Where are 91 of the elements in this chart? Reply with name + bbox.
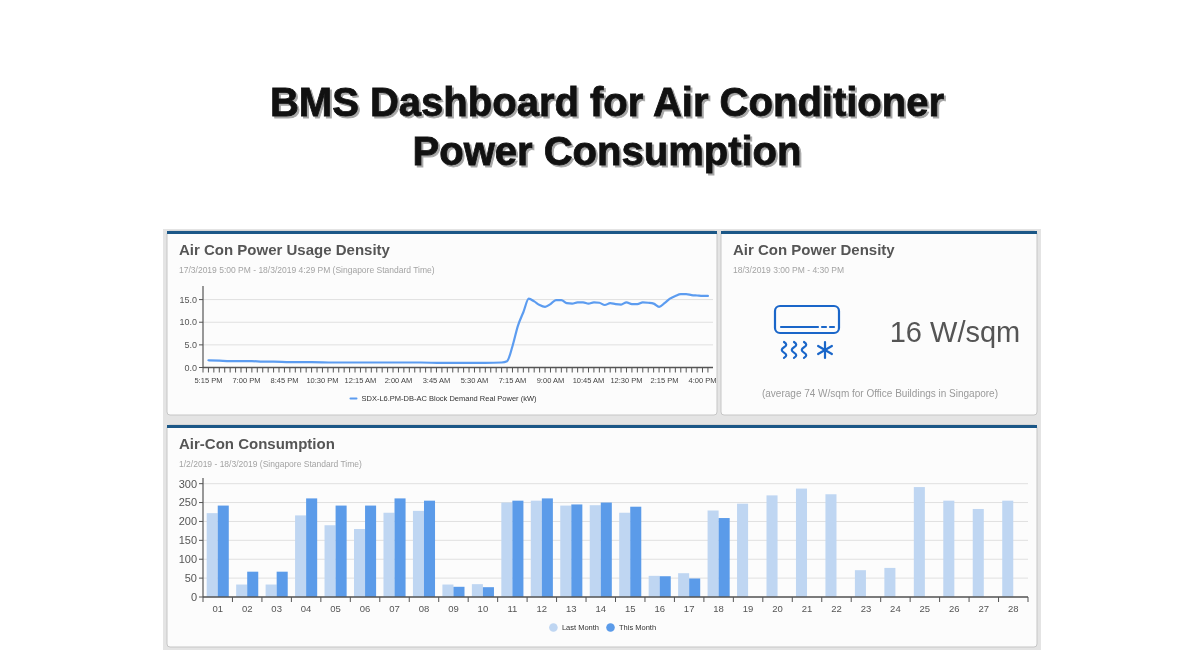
y-tick-label: 5.0 bbox=[184, 340, 197, 351]
bar bbox=[825, 494, 837, 597]
y-tick-label: 0 bbox=[190, 590, 197, 603]
x-tick-label: 28 bbox=[1007, 603, 1019, 614]
bar bbox=[943, 500, 955, 597]
y-tick-label: 50 bbox=[184, 571, 197, 584]
x-tick-label: 02 bbox=[241, 603, 253, 614]
text: (average 74 W/sqm for Office Buildings in Singapore) bbox=[761, 388, 999, 399]
bar bbox=[648, 575, 660, 597]
bar bbox=[482, 587, 494, 597]
x-tick-label: 13 bbox=[566, 603, 577, 614]
bar bbox=[589, 505, 601, 597]
y-tick-label: 250 bbox=[178, 496, 197, 509]
x-tick-label: 21 bbox=[801, 603, 813, 614]
bar bbox=[335, 505, 347, 597]
text: BMS Dashboard for Air Conditioner Power Consumption bbox=[269, 80, 945, 173]
bar bbox=[560, 505, 572, 597]
text: Air Con Power Density bbox=[733, 241, 896, 258]
bar bbox=[571, 504, 583, 597]
bar bbox=[678, 573, 690, 597]
x-tick-label: 17 bbox=[683, 603, 695, 614]
x-tick-label: 05 bbox=[330, 603, 341, 614]
x-tick-label: 22 bbox=[831, 603, 842, 614]
bar bbox=[247, 571, 259, 597]
x-tick-label: 18 bbox=[713, 603, 724, 614]
bar bbox=[854, 570, 866, 597]
bar bbox=[972, 508, 984, 597]
x-tick-label: 19 bbox=[742, 603, 754, 614]
bar bbox=[913, 487, 925, 597]
x-tick-label: 14 bbox=[595, 603, 607, 614]
x-tick-label: 11 bbox=[507, 603, 518, 614]
line-series bbox=[207, 293, 710, 365]
bar bbox=[306, 498, 318, 597]
x-tick-label: 26 bbox=[949, 603, 960, 614]
text: 18/3/2019 3:00 PM - 4:30 PM bbox=[733, 265, 845, 275]
bar bbox=[394, 498, 406, 597]
chart-subtitle: 17/3/2019 5:00 PM - 18/3/2019 4:29 PM (Singapore Standard Time) bbox=[179, 265, 435, 275]
bar bbox=[1002, 500, 1014, 597]
x-tick-label: 23 bbox=[860, 603, 872, 614]
y-tick-label: 300 bbox=[178, 477, 197, 490]
bar bbox=[630, 506, 642, 597]
y-tick-label: 15.0 bbox=[179, 294, 197, 305]
chart-title: Air-Con Consumption bbox=[179, 435, 335, 452]
bar bbox=[206, 513, 218, 597]
bar bbox=[707, 510, 719, 597]
x-tick-label: 10 bbox=[477, 603, 489, 614]
x-tick-label: 08 bbox=[418, 603, 430, 614]
x-tick-label: 09 bbox=[448, 603, 459, 614]
x-tick-label: 01 bbox=[212, 603, 224, 614]
y-tick-label: 100 bbox=[178, 553, 197, 566]
x-tick-label: 15 bbox=[624, 603, 636, 614]
x-tick-label: 16 bbox=[654, 603, 665, 614]
bar bbox=[689, 578, 701, 597]
x-tick-label: 25 bbox=[919, 603, 931, 614]
y-tick-label: 0.0 bbox=[184, 362, 197, 373]
bar bbox=[766, 495, 778, 597]
bar bbox=[423, 500, 436, 597]
bar bbox=[512, 500, 524, 597]
bar bbox=[718, 518, 730, 597]
bar bbox=[600, 502, 612, 597]
x-tick-label: 27 bbox=[978, 603, 990, 614]
x-tick-label: 06 bbox=[359, 603, 371, 614]
bar bbox=[795, 488, 808, 597]
bar bbox=[217, 505, 229, 597]
bar bbox=[324, 525, 336, 597]
y-tick-label: 10.0 bbox=[179, 317, 197, 328]
bar bbox=[737, 503, 749, 597]
text: 16 W/sqm bbox=[889, 316, 1021, 348]
bar bbox=[541, 498, 553, 597]
bar bbox=[365, 505, 377, 597]
bar bbox=[412, 510, 424, 597]
bar bbox=[619, 512, 631, 597]
x-tick-label: 24 bbox=[890, 603, 901, 614]
x-tick-label: 03 bbox=[271, 603, 282, 614]
chart-title: Air Con Power Usage Density bbox=[179, 241, 391, 258]
x-tick-label: 20 bbox=[772, 603, 783, 614]
bar bbox=[501, 502, 513, 597]
bar bbox=[471, 584, 483, 597]
bar bbox=[276, 571, 288, 597]
x-tick-label: 07 bbox=[389, 603, 400, 614]
y-tick-label: 200 bbox=[178, 515, 197, 528]
x-tick-label: 12 bbox=[536, 603, 548, 614]
x-tick-label: 04 bbox=[300, 603, 312, 614]
bar bbox=[383, 512, 395, 597]
bar bbox=[354, 529, 366, 597]
bar bbox=[659, 576, 671, 597]
bar bbox=[295, 515, 307, 597]
bar bbox=[884, 567, 896, 597]
bar bbox=[530, 500, 542, 597]
y-tick-label: 150 bbox=[178, 534, 197, 547]
chart-subtitle: 1/2/2019 - 18/3/2019 (Singapore Standard Time) bbox=[179, 459, 363, 469]
